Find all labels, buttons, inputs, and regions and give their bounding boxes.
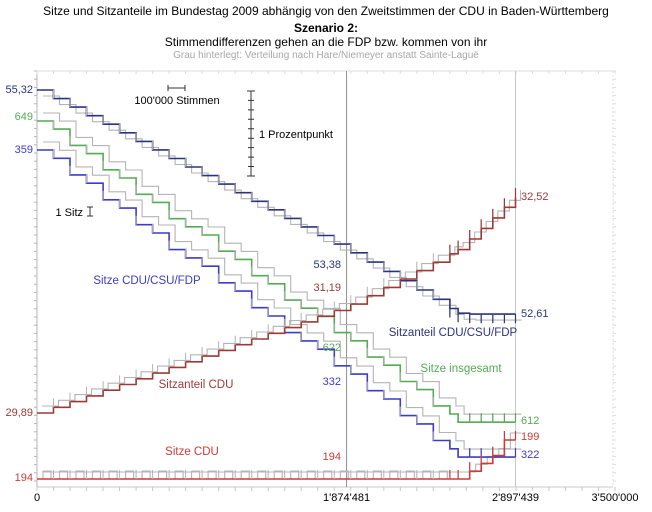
votes-scalebar bbox=[167, 85, 186, 91]
chart-gray-note: Grau hinterlegt: Verteilung nach Hare/Ni… bbox=[173, 50, 479, 61]
votes-scale-label: 100'000 Stimmen bbox=[134, 95, 219, 107]
value-label-start-sitze_union_fdp: 359 bbox=[15, 144, 33, 156]
x-tick-label: 2'897'439 bbox=[492, 492, 539, 504]
percent-scalebar bbox=[247, 90, 255, 177]
value-label-end-sitzanteil_cdu: 32,52 bbox=[521, 191, 549, 203]
series-name-sitze_cdu: Sitze CDU bbox=[165, 446, 219, 458]
series-gray-sitze_union_fdp bbox=[43, 141, 522, 450]
series-gray-sitze_insgesamt bbox=[43, 112, 522, 415]
value-label-end-sitze_cdu: 199 bbox=[521, 431, 539, 443]
series-name-sitze_union_fdp: Sitze CDU/CSU/FDP bbox=[93, 275, 201, 287]
series-spikes-late-sitze_insgesamt bbox=[449, 405, 517, 423]
value-label-end-sitzanteil_union_fdp: 52,61 bbox=[521, 308, 549, 320]
series-spikes-late-sitzanteil_union_fdp bbox=[449, 308, 517, 324]
value-label-end-sitze_insgesamt: 612 bbox=[521, 415, 539, 427]
series-spikes-sitze_union_fdp bbox=[53, 149, 516, 458]
seat-scale-label: 1 Sitz bbox=[55, 207, 83, 219]
value-label-mid-sitze_cdu: 194 bbox=[323, 451, 341, 463]
chart-scenario-detail: Stimmendifferenzen gehen an die FDP bzw.… bbox=[164, 35, 488, 49]
seat-scalebar bbox=[87, 206, 93, 217]
x-tick-label: 3'500'000 bbox=[591, 492, 638, 504]
value-label-start-sitzanteil_union_fdp: 55,32 bbox=[5, 84, 33, 96]
series-name-sitzanteil_union_fdp: Sitzanteil CDU/CSU/FDP bbox=[389, 327, 518, 339]
series-gray-sitzanteil_union_fdp bbox=[43, 95, 522, 321]
series-gray-sitzanteil_cdu bbox=[42, 190, 522, 407]
chart-scenario: Szenario 2: bbox=[293, 21, 359, 35]
value-label-mid-sitze_insgesamt: 622 bbox=[323, 342, 341, 354]
x-tick-label: 1'874'481 bbox=[323, 492, 370, 504]
series-spikes-late-sitze_cdu bbox=[449, 431, 517, 479]
value-label-start-sitze_cdu: 194 bbox=[15, 472, 33, 484]
series-line-sitzanteil_cdu bbox=[37, 197, 517, 414]
series-line-sitze_cdu bbox=[37, 439, 516, 480]
value-label-mid-sitzanteil_cdu: 31,19 bbox=[313, 282, 341, 294]
x-tick-label: 0 bbox=[34, 492, 40, 504]
series-name-sitzanteil_cdu: Sitzanteil CDU bbox=[159, 379, 234, 391]
value-label-start-sitzanteil_cdu: 29,89 bbox=[5, 407, 33, 419]
series-gray-sitze_cdu bbox=[42, 470, 448, 479]
series-spikes-sitze_insgesamt bbox=[53, 120, 516, 423]
value-label-mid-sitzanteil_union_fdp: 53,38 bbox=[313, 259, 341, 271]
series-line-sitze_union_fdp bbox=[37, 149, 516, 458]
percent-scale-label: 1 Prozentpunkt bbox=[259, 129, 333, 141]
value-label-end-sitze_union_fdp: 322 bbox=[521, 449, 539, 461]
value-label-start-sitze_insgesamt: 649 bbox=[15, 111, 33, 123]
series-name-sitze_insgesamt: Sitze insgesamt bbox=[420, 363, 502, 375]
series-gray-sitze_cdu bbox=[43, 432, 522, 473]
series-line-sitze_insgesamt bbox=[37, 120, 516, 423]
value-label-mid-sitze_union_fdp: 332 bbox=[323, 376, 341, 388]
chart-title: Sitze und Sitzanteile im Bundestag 2009 … bbox=[43, 4, 609, 18]
series-spikes-late-sitzanteil_cdu bbox=[449, 188, 517, 254]
